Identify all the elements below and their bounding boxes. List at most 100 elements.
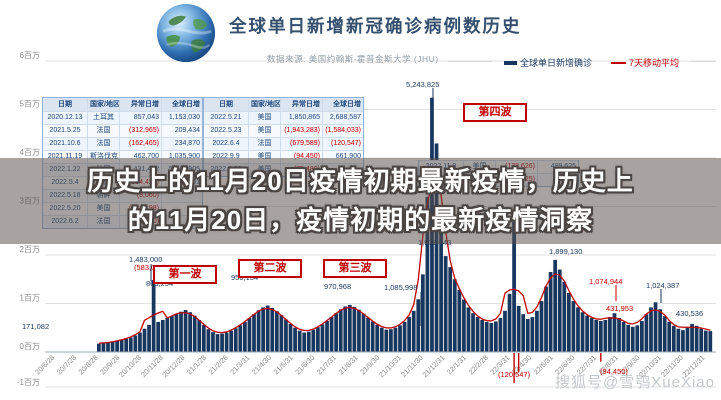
daily-new-cases-bar: [124, 338, 129, 352]
headline-line-2: 的11月20日，疫情初期的最新疫情洞察: [127, 205, 594, 235]
daily-new-cases-bar: [635, 325, 640, 352]
daily-new-cases-bar: [621, 321, 626, 352]
daily-new-cases-bar: [557, 269, 562, 352]
date-cell: 2021.10.6: [49, 140, 81, 147]
chart-annotation: (94,450): [600, 367, 628, 376]
daily-new-cases-bar: [252, 314, 256, 352]
daily-new-cases-bar: [507, 293, 512, 352]
daily-new-cases-bar: [361, 313, 366, 352]
table-row: 2022.5.23 美国 (1,943,283) (1,584,033): [204, 124, 363, 137]
chart-annotation: 1,024,387: [646, 281, 680, 290]
daily-new-cases-bar: [284, 319, 288, 352]
x-axis-tick-label: 21/1/28: [185, 353, 208, 376]
daily-new-cases-bar: [389, 329, 393, 352]
daily-new-cases-bar: [498, 318, 503, 352]
date-cell: 2021.5.25: [49, 127, 81, 134]
value-cell: (120,547): [322, 138, 363, 150]
country-cell: 土耳其: [87, 112, 119, 124]
y-axis-tick-label: 5百万: [20, 100, 40, 109]
y-axis-tick-label: 6百万: [20, 51, 40, 60]
daily-new-cases-bar: [119, 339, 124, 352]
daily-new-cases-bar: [603, 319, 608, 352]
daily-new-cases-bar: [256, 310, 261, 352]
table-row: 2021.5.25 法国 (312,965) 209,434: [43, 124, 202, 137]
daily-new-cases-bar: [457, 289, 462, 352]
chart-annotation: (583,030): [134, 263, 167, 272]
table-row: 2022.5.21 美国 1,850,865 2,688,587: [204, 111, 363, 124]
daily-new-cases-bar: [420, 274, 425, 352]
daily-new-cases-bar: [585, 315, 589, 352]
daily-new-cases-bar: [544, 286, 548, 352]
bar-legend-swatch: [504, 60, 517, 65]
daily-new-cases-bar: [311, 329, 316, 352]
daily-new-cases-bar: [147, 324, 151, 352]
x-axis-tick-label: 21/5/31: [271, 353, 294, 376]
value-cell: (94,450): [280, 151, 322, 163]
daily-new-cases-bar: [320, 324, 325, 352]
globe-earth-icon: [155, 2, 217, 64]
table-header-row: 日期 国家/地区 异常日增 全球日增: [204, 98, 363, 111]
x-axis-tick-label: 21/2/26: [206, 353, 229, 376]
date-cell: 2022.9.9: [212, 153, 240, 160]
value-cell: 209,434: [161, 125, 202, 137]
date-cell: 2020.12.13: [47, 114, 83, 121]
legend-item-bars: 全球单日新增确诊: [504, 56, 592, 69]
daily-new-cases-bar: [316, 327, 320, 352]
daily-new-cases-bar: [439, 211, 443, 352]
legend-label: 全球单日新增确诊: [520, 58, 593, 68]
table-header-row: 日期 国家/地区 异常日增 全球日增: [43, 98, 202, 111]
daily-new-cases-bar: [138, 332, 142, 352]
daily-new-cases-bar: [535, 310, 539, 352]
x-axis-tick-label: 21/8/31: [336, 353, 359, 376]
daily-new-cases-bar: [681, 330, 685, 352]
country-cell: 法国: [87, 138, 119, 150]
x-axis-tick-label: 21/3/31: [228, 353, 251, 376]
daily-new-cases-bar: [156, 321, 161, 352]
x-axis-tick-label: 21/10/31: [377, 353, 403, 379]
daily-new-cases-bar: [416, 299, 421, 352]
value-cell: 2,688,587: [322, 112, 363, 124]
daily-new-cases-bar: [247, 318, 252, 352]
daily-new-cases-bar: [466, 307, 471, 352]
value-cell: 1,153,030: [161, 112, 202, 124]
x-axis-tick-label: 21/7/31: [315, 353, 338, 376]
daily-new-cases-bar: [594, 319, 599, 352]
daily-new-cases-bar: [233, 328, 238, 352]
value-cell: 1,035,900: [161, 151, 202, 163]
daily-new-cases-bar: [206, 329, 211, 352]
moving-average-line: [98, 179, 711, 344]
daily-new-cases-bar: [165, 318, 170, 352]
daily-new-cases-bar: [512, 221, 516, 352]
daily-new-cases-bar: [97, 343, 101, 352]
value-cell: 234,870: [161, 138, 202, 150]
y-axis-tick-label: 1百万: [20, 294, 40, 303]
daily-new-cases-bar: [352, 306, 357, 352]
daily-new-cases-bar: [338, 309, 343, 352]
daily-new-cases-bar: [170, 316, 174, 352]
x-axis-tick-label: 20/10/28: [117, 353, 143, 379]
daily-new-cases-bar: [128, 337, 133, 352]
chart-annotation: 430,536: [676, 309, 704, 318]
daily-new-cases-bar: [384, 329, 389, 352]
daily-new-cases-bar: [503, 310, 507, 352]
value-cell: (1,943,283): [280, 125, 322, 137]
daily-new-cases-bar: [188, 312, 193, 352]
chart-annotation: (120,547): [498, 370, 531, 379]
x-axis-tick-label: 20/6/28: [33, 353, 56, 376]
daily-new-cases-bar: [448, 267, 453, 352]
value-cell: 661,900: [322, 151, 363, 163]
value-cell: 全球日增: [322, 98, 363, 111]
wave-label-box: 第一波: [153, 265, 217, 284]
x-axis-tick-label: 22/5/31: [532, 353, 555, 376]
daily-new-cases-bar: [297, 330, 302, 352]
daily-new-cases-bar: [685, 327, 690, 352]
daily-new-cases-bar: [658, 309, 662, 352]
chart-annotation: 970,968: [324, 282, 352, 291]
x-axis-tick-label: 20/7/28: [55, 353, 78, 376]
daily-new-cases-bar: [115, 340, 119, 352]
daily-new-cases-bar: [553, 259, 558, 352]
value-cell: 462,700: [119, 151, 161, 163]
daily-new-cases-bar: [393, 327, 398, 352]
headline-line-1: 历史上的11月20日疫情初期最新疫情，历史上: [87, 166, 634, 196]
country-cell: 国家/地区: [87, 98, 119, 111]
